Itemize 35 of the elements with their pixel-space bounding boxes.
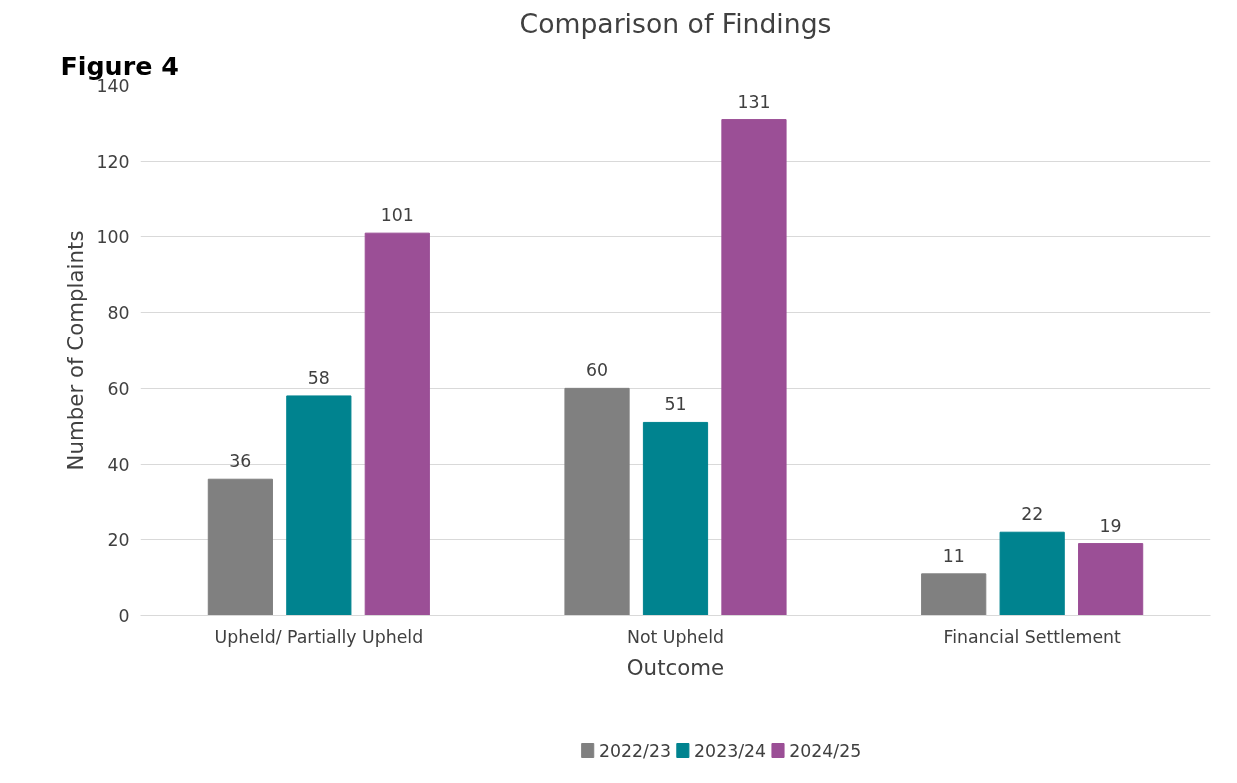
- bar: [999, 531, 1065, 616]
- data-label: 51: [664, 394, 687, 415]
- caption: Figure 4: [60, 50, 179, 81]
- bar: [364, 232, 430, 616]
- bar: [564, 387, 630, 616]
- legend-label: 2024/25: [789, 740, 862, 761]
- x-tick-label: Financial Settlement: [943, 626, 1122, 647]
- x-tick-label: Not Upheld: [627, 626, 725, 647]
- data-label: 131: [737, 91, 771, 112]
- bar: [1078, 543, 1144, 616]
- data-label: 101: [380, 205, 414, 226]
- y-tick-label: 80: [107, 303, 130, 324]
- data-label: 11: [942, 545, 965, 566]
- data-label: 22: [1021, 504, 1044, 525]
- bar: [286, 395, 352, 616]
- data-label: 36: [229, 451, 252, 472]
- bar: [921, 573, 987, 616]
- y-tick-label: 60: [107, 378, 130, 399]
- legend-label: 2022/23: [598, 740, 671, 761]
- data-label: 19: [1099, 515, 1122, 536]
- x-axis-title: Outcome: [626, 654, 725, 680]
- legend-label: 2023/24: [694, 740, 767, 761]
- x-tick-label: Upheld/ Partially Upheld: [214, 626, 424, 647]
- y-tick-label: 100: [96, 227, 130, 248]
- bar: [642, 421, 709, 616]
- chart-title: Comparison of Findings: [519, 7, 832, 39]
- bar: [207, 478, 273, 616]
- data-label: 60: [586, 360, 609, 381]
- y-tick-label: 0: [118, 606, 130, 626]
- y-tick-label: 40: [107, 454, 130, 475]
- data-label: 58: [307, 367, 330, 388]
- y-axis-title: Number of Complaints: [63, 230, 89, 471]
- y-tick-label: 20: [107, 530, 130, 551]
- bar: [721, 119, 787, 616]
- y-tick-label: 120: [96, 151, 130, 172]
